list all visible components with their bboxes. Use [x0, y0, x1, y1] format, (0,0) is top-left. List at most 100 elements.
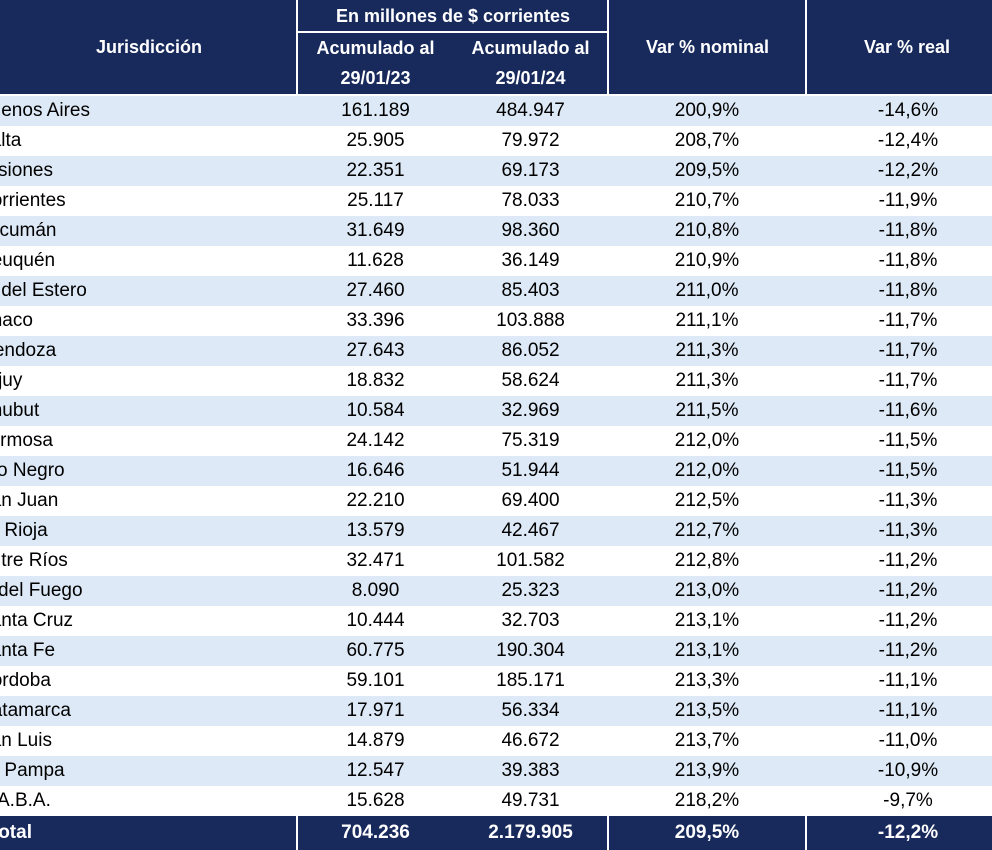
var-real-cell: -11,0%	[878, 730, 938, 751]
table-row: Chubut 10.584 32.969 211,5% -11,6%	[0, 396, 992, 426]
table-row: S. del Estero 27.460 85.403 211,0% -11,8%	[0, 276, 992, 306]
acumulado-2024-cell: 85.403	[501, 280, 560, 301]
var-nominal-cell: 213,1%	[674, 610, 740, 631]
acumulado-2024-cell: 185.171	[496, 670, 565, 691]
var-nominal-cell: 218,2%	[674, 790, 740, 811]
var-real-cell: -11,5%	[878, 460, 938, 481]
jurisdiccion-cell: Buenos Aires	[0, 100, 90, 121]
var-real-cell: -11,2%	[878, 550, 938, 571]
var-nominal-cell: 211,3%	[675, 370, 739, 391]
acumulado-2023-cell: 25.117	[347, 190, 404, 211]
var-nominal-cell: 209,5%	[674, 160, 740, 181]
total-label: Total	[0, 822, 32, 843]
var-real-cell: -11,5%	[878, 430, 938, 451]
acumulado-2024-cell: 25.323	[501, 580, 560, 601]
acumulado-2023-cell: 32.471	[346, 550, 405, 571]
var-real-cell: -11,2%	[878, 610, 938, 631]
acumulado-2023-cell: 10.444	[346, 610, 405, 631]
acumulado-2024-cell: 42.467	[501, 520, 560, 541]
acumulado-2023-cell: 8.090	[351, 580, 400, 601]
table-row: San Luis 14.879 46.672 213,7% -11,0%	[0, 726, 992, 756]
acumulado-2024-cell: 484.947	[496, 100, 565, 121]
acumulado-2023-cell: 24.142	[346, 430, 405, 451]
table-row: La Pampa 12.547 39.383 213,9% -10,9%	[0, 756, 992, 786]
total-row: Total 704.236 2.179.905 209,5% -12,2%	[0, 816, 992, 850]
acumulado-2024-cell: 58.624	[501, 370, 560, 391]
var-real-cell: -11,2%	[878, 640, 938, 661]
acumulado-2023-cell: 16.646	[346, 460, 405, 481]
table-row: Formosa 24.142 75.319 212,0% -11,5%	[0, 426, 992, 456]
var-nominal-cell: 210,7%	[674, 190, 740, 211]
total-var-nominal: 209,5%	[674, 822, 740, 843]
header-acumulado-2024: Acumulado al 29/01/24	[453, 33, 608, 93]
acumulado-2024-cell: 46.672	[501, 730, 560, 751]
header-acumulado-2023-line2: 29/01/23	[340, 68, 411, 88]
header-group-underline	[298, 31, 608, 33]
table-row: San Juan 22.210 69.400 212,5% -11,3%	[0, 486, 992, 516]
var-real-cell: -14,6%	[877, 100, 939, 121]
acumulado-2023-cell: 25.905	[346, 130, 405, 151]
var-nominal-cell: 211,3%	[675, 340, 739, 361]
table-row: Misiones 22.351 69.173 209,5% -12,2%	[0, 156, 992, 186]
jurisdiccion-cell: Jujuy	[0, 370, 23, 391]
acumulado-2024-cell: 78.033	[501, 190, 560, 211]
acumulado-2023-cell: 22.210	[346, 490, 405, 511]
table-row: Buenos Aires 161.189 484.947 200,9% -14,6%	[0, 96, 992, 126]
total-divider	[607, 816, 609, 850]
jurisdiccion-cell: C.A.B.A.	[0, 790, 51, 811]
var-nominal-cell: 210,8%	[674, 220, 740, 241]
acumulado-2023-cell: 11.628	[347, 250, 404, 271]
jurisdiccion-cell: La Pampa	[0, 760, 65, 781]
acumulado-2024-cell: 75.319	[501, 430, 560, 451]
jurisdiccion-cell: La Rioja	[0, 520, 48, 541]
jurisdiccion-cell: Misiones	[0, 160, 53, 181]
acumulado-2023-cell: 60.775	[346, 640, 405, 661]
var-nominal-cell: 213,9%	[674, 760, 740, 781]
table-row: Jujuy 18.832 58.624 211,3% -11,7%	[0, 366, 992, 396]
table-row: Entre Ríos 32.471 101.582 212,8% -11,2%	[0, 546, 992, 576]
acumulado-2024-cell: 36.149	[501, 250, 560, 271]
table-row: Río Negro 16.646 51.944 212,0% -11,5%	[0, 456, 992, 486]
table-row: Tucumán 31.649 98.360 210,8% -11,8%	[0, 216, 992, 246]
var-nominal-cell: 212,8%	[674, 550, 740, 571]
var-real-cell: -9,7%	[883, 790, 933, 811]
jurisdiccion-cell: Chaco	[0, 310, 33, 331]
table-row: La Rioja 13.579 42.467 212,7% -11,3%	[0, 516, 992, 546]
jurisdiccion-cell: Córdoba	[0, 670, 51, 691]
var-nominal-cell: 211,0%	[675, 280, 739, 301]
acumulado-2024-cell: 86.052	[501, 340, 560, 361]
var-nominal-cell: 212,0%	[674, 460, 740, 481]
var-real-cell: -11,2%	[878, 580, 938, 601]
jurisdiccion-cell: S. del Estero	[0, 280, 87, 301]
table-row: C.A.B.A. 15.628 49.731 218,2% -9,7%	[0, 786, 992, 816]
acumulado-2023-cell: 14.879	[346, 730, 405, 751]
acumulado-2023-cell: 12.547	[346, 760, 405, 781]
acumulado-2024-cell: 69.173	[501, 160, 560, 181]
acumulado-2023-cell: 10.584	[346, 400, 405, 421]
total-var-real: -12,2%	[877, 822, 939, 843]
var-real-cell: -11,7%	[878, 370, 938, 391]
table-row: Santa Fe 60.775 190.304 213,1% -11,2%	[0, 636, 992, 666]
jurisdiccion-cell: Río Negro	[0, 460, 65, 481]
acumulado-2024-cell: 49.731	[501, 790, 560, 811]
var-nominal-cell: 211,5%	[675, 400, 739, 421]
header-var-real: Var % real	[863, 37, 951, 57]
header-acumulado-2023: Acumulado al 29/01/23	[298, 33, 453, 93]
acumulado-2024-cell: 32.969	[501, 400, 560, 421]
acumulado-2024-cell: 39.383	[501, 760, 560, 781]
acumulado-2024-cell: 51.944	[501, 460, 560, 481]
table-row: Neuquén 11.628 36.149 210,9% -11,8%	[0, 246, 992, 276]
jurisdiccion-cell: Catamarca	[0, 700, 71, 721]
var-real-cell: -11,1%	[878, 670, 938, 691]
table-row: Mendoza 27.643 86.052 211,3% -11,7%	[0, 336, 992, 366]
acumulado-2023-cell: 18.832	[346, 370, 405, 391]
var-nominal-cell: 212,7%	[674, 520, 740, 541]
header-acumulado-2024-line1: Acumulado al	[471, 38, 590, 58]
var-nominal-cell: 213,3%	[674, 670, 740, 691]
var-real-cell: -10,9%	[877, 760, 939, 781]
header-var-nominal: Var % nominal	[645, 37, 770, 57]
jurisdiccion-cell: Entre Ríos	[0, 550, 68, 571]
acumulado-2024-cell: 79.972	[501, 130, 560, 151]
var-nominal-cell: 213,0%	[674, 580, 740, 601]
